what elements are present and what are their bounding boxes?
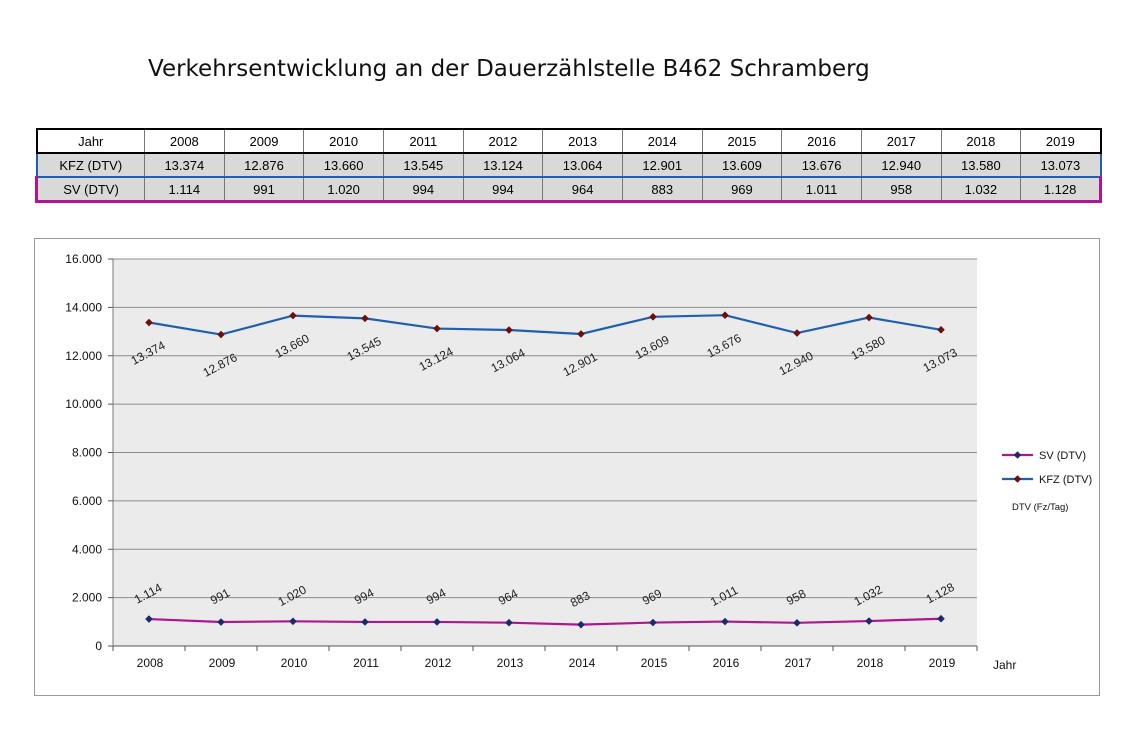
table-cell: 1.128 xyxy=(1020,176,1102,203)
table-cell: 1.020 xyxy=(303,176,384,203)
table-header-year: 2008 xyxy=(144,128,225,154)
legend-label: KFZ (DTV) xyxy=(1039,474,1092,486)
page-title: Verkehrsentwicklung an der Dauerzählstel… xyxy=(148,56,870,82)
table-cell: 12.876 xyxy=(223,152,305,178)
table-cell: 994 xyxy=(462,176,544,203)
data-point xyxy=(505,618,513,627)
table-cell: 13.676 xyxy=(781,152,862,178)
table-cell: 1.011 xyxy=(781,176,862,203)
table-cell: 13.124 xyxy=(462,152,544,178)
y-tick-label: 4.000 xyxy=(72,542,102,556)
table-cell: 13.580 xyxy=(940,152,1022,178)
table-header-year: 2017 xyxy=(860,128,942,154)
data-point xyxy=(289,311,297,320)
y-tick-label: 10.000 xyxy=(65,397,102,411)
table-cell: 13.609 xyxy=(701,152,783,178)
y-tick-label: 16.000 xyxy=(65,252,102,266)
table-header-year: 2013 xyxy=(542,128,623,154)
data-point xyxy=(577,330,585,338)
y-tick-label: 14.000 xyxy=(65,300,102,314)
x-tick-label: 2012 xyxy=(425,656,452,670)
table-cell: 13.660 xyxy=(303,152,384,178)
y-tick-label: 8.000 xyxy=(72,446,102,460)
table-cell: 1.114 xyxy=(144,176,225,203)
x-tick-label: 2011 xyxy=(353,656,379,670)
x-tick-label: 2019 xyxy=(929,656,956,670)
data-point xyxy=(145,318,153,327)
x-tick-label: 2010 xyxy=(281,656,308,670)
data-point xyxy=(721,311,729,320)
table-header-year: 2012 xyxy=(462,128,544,154)
table-header-label: Jahr xyxy=(35,128,145,154)
table-row: KFZ (DTV) 13.374 12.876 13.660 13.545 13.124 1… xyxy=(35,152,1102,178)
data-point xyxy=(505,326,513,334)
data-point xyxy=(649,313,657,321)
table-cell: 883 xyxy=(621,176,703,203)
series-line-sv xyxy=(148,617,942,626)
data-point xyxy=(577,620,585,629)
data-point xyxy=(793,329,801,337)
x-tick-label: 2013 xyxy=(497,656,524,670)
x-axis-label: Jahr xyxy=(993,658,1016,672)
table-header-row: Jahr 2008 2009 2010 2011 2012 2013 2014 2015 2016… xyxy=(35,128,1102,154)
table-header-year: 2018 xyxy=(940,128,1022,154)
x-tick-label: 2008 xyxy=(137,656,164,670)
series-line-kfz xyxy=(148,314,942,336)
data-point xyxy=(145,615,153,623)
x-tick-label: 2015 xyxy=(641,656,668,670)
table-cell: 994 xyxy=(382,176,464,203)
data-point xyxy=(433,324,441,333)
table-cell: 991 xyxy=(223,176,305,203)
data-point xyxy=(649,618,657,627)
legend-label: SV (DTV) xyxy=(1039,450,1086,462)
table-cell: 964 xyxy=(542,176,623,203)
y-tick-label: 0 xyxy=(95,639,102,653)
table-row-label: SV (DTV) xyxy=(35,176,145,203)
y-tick-label: 12.000 xyxy=(65,349,102,363)
data-point xyxy=(793,619,801,627)
legend-marker xyxy=(1013,475,1022,483)
data-point xyxy=(937,614,945,623)
table-header-year: 2014 xyxy=(621,128,703,154)
data-point xyxy=(217,618,225,626)
table-cell: 13.545 xyxy=(382,152,464,178)
x-tick-label: 2018 xyxy=(857,656,884,670)
x-tick-label: 2016 xyxy=(713,656,740,670)
legend-marker xyxy=(1013,451,1022,459)
y-tick-label: 2.000 xyxy=(72,591,102,605)
table-header-year: 2019 xyxy=(1020,128,1102,154)
table-header-year: 2010 xyxy=(303,128,384,154)
x-tick-label: 2009 xyxy=(209,656,236,670)
table-row-label: KFZ (DTV) xyxy=(35,152,145,178)
table-header-year: 2015 xyxy=(701,128,783,154)
y-tick-label: 6.000 xyxy=(72,494,102,508)
data-point xyxy=(865,313,873,322)
x-tick-label: 2017 xyxy=(785,656,812,670)
legend-note: DTV (Fz/Tag) xyxy=(1012,502,1068,513)
table-header-year: 2011 xyxy=(382,128,464,154)
table-row: SV (DTV) 1.114 991 1.020 994 994 964 883 969 1.01… xyxy=(35,176,1102,203)
x-tick-label: 2014 xyxy=(569,656,596,670)
data-point xyxy=(361,314,369,323)
data-point xyxy=(217,330,225,339)
data-point xyxy=(361,618,369,626)
data-point xyxy=(865,617,873,625)
data-point xyxy=(433,618,441,626)
data-point xyxy=(721,617,729,626)
table-cell: 13.073 xyxy=(1020,152,1102,178)
data-point xyxy=(937,325,945,334)
table-cell: 12.901 xyxy=(621,152,703,178)
data-table: Jahr 2008 2009 2010 2011 2012 2013 2014 2015 2016… xyxy=(35,128,1102,203)
table-cell: 1.032 xyxy=(940,176,1022,203)
data-point xyxy=(289,617,297,626)
table-cell: 969 xyxy=(701,176,783,203)
